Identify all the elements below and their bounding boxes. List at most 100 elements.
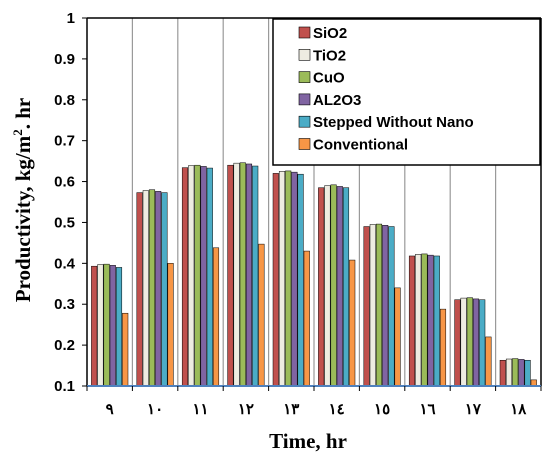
bar <box>155 191 162 387</box>
bar <box>303 250 310 387</box>
x-tick-label: ١١ <box>192 401 208 418</box>
bar <box>167 263 174 387</box>
bar <box>363 226 370 387</box>
bar <box>460 297 467 387</box>
bar <box>375 223 383 387</box>
x-tick-label: ١٥ <box>374 401 390 418</box>
x-tick-labels: ٩ ١٠ ١١ ١٢ ١٣ ١٤ ١٥ ١٦ ١٧ ١٨ <box>106 401 528 418</box>
bar <box>291 171 298 387</box>
bar <box>479 299 486 387</box>
bar <box>285 170 292 387</box>
bar-group <box>91 263 129 387</box>
bar-group <box>454 297 492 387</box>
bar-group <box>272 170 310 387</box>
bar <box>233 162 240 387</box>
legend: SiO2 TiO2 CuO AL2O3 Stepped Without Nano Conv… <box>272 18 541 166</box>
bar <box>512 358 519 387</box>
y-tick-label: 0.4 <box>54 255 76 272</box>
bar <box>388 226 395 387</box>
bar <box>433 255 440 387</box>
x-tick-label: ١٧ <box>465 401 482 418</box>
axes <box>82 17 542 391</box>
bar <box>427 254 434 387</box>
bar <box>109 265 116 387</box>
y-tick-label: 0.5 <box>54 214 75 231</box>
bar <box>382 225 389 387</box>
bar <box>206 167 213 387</box>
bar <box>369 224 376 387</box>
bar <box>454 299 461 387</box>
bar <box>188 165 195 387</box>
bar <box>136 192 143 387</box>
y-axis-title-tail: . hr <box>11 98 35 130</box>
x-tick-label: ١٨ <box>510 401 527 418</box>
y-tick-label: 0.8 <box>54 92 75 109</box>
legend-label: TiO2 <box>313 47 346 64</box>
legend-swatch <box>298 26 311 39</box>
legend-label: Conventional <box>313 137 408 154</box>
bar <box>318 187 325 387</box>
bar <box>142 190 149 387</box>
y-tick-label: 0.1 <box>54 378 75 395</box>
bar <box>415 254 422 387</box>
bar <box>472 298 480 387</box>
bar <box>115 267 123 387</box>
y-axis-title-main: Productivity, kg/m <box>11 135 35 302</box>
bar-group <box>181 164 220 387</box>
bar <box>239 162 246 387</box>
bar-group <box>227 162 265 387</box>
legend-label: SiO2 <box>313 25 347 42</box>
bar <box>394 287 401 387</box>
bar <box>103 263 110 387</box>
x-tick-label: ١٢ <box>238 401 254 418</box>
y-tick-label: 1 <box>67 10 75 27</box>
bar <box>324 185 331 387</box>
legend-swatch <box>298 115 311 128</box>
bar <box>485 336 492 387</box>
bar <box>421 253 428 387</box>
bar <box>91 265 98 387</box>
bar <box>499 359 506 387</box>
bar <box>122 312 129 387</box>
bar-group <box>318 184 356 387</box>
bar <box>336 186 343 387</box>
x-tick-label: ٩ <box>106 401 114 418</box>
bar-group <box>408 253 447 387</box>
y-tick-labels: 0.1 0.2 0.3 0.4 0.5 0.6 0.7 0.8 0.9 1 <box>54 10 76 395</box>
bar <box>181 167 189 387</box>
bar <box>408 255 416 387</box>
bar <box>505 358 513 387</box>
bar <box>330 184 337 387</box>
legend-swatch <box>298 48 311 61</box>
y-tick-label: 0.9 <box>54 51 75 68</box>
bar <box>272 173 279 387</box>
y-tick-label: 0.2 <box>54 337 75 354</box>
bar <box>342 187 350 387</box>
bar-group <box>136 189 174 387</box>
legend-swatch <box>298 71 311 83</box>
bar <box>466 297 473 387</box>
bar <box>212 247 220 387</box>
legend-swatch <box>298 138 311 150</box>
bar <box>278 171 286 387</box>
bar <box>227 164 234 387</box>
x-tick-label: ١٠ <box>147 401 163 418</box>
bar <box>200 166 207 387</box>
legend-label: Stepped Without Nano <box>313 114 474 131</box>
bar <box>297 173 304 387</box>
legend-swatch <box>298 93 311 106</box>
y-axis-title: Productivity, kg/m2. hr <box>10 98 35 302</box>
x-tick-label: ١٤ <box>329 401 345 418</box>
x-tick-label: ١٣ <box>283 401 299 418</box>
bar <box>524 359 531 387</box>
bar <box>252 165 259 387</box>
y-tick-label: 0.3 <box>54 296 75 313</box>
bar <box>148 189 156 387</box>
x-tick-label: ١٦ <box>419 401 435 418</box>
y-axis-title-superscript: 2 <box>10 129 25 136</box>
bar <box>161 192 168 387</box>
bar <box>97 264 104 387</box>
bar <box>518 359 525 387</box>
bar <box>349 259 356 387</box>
